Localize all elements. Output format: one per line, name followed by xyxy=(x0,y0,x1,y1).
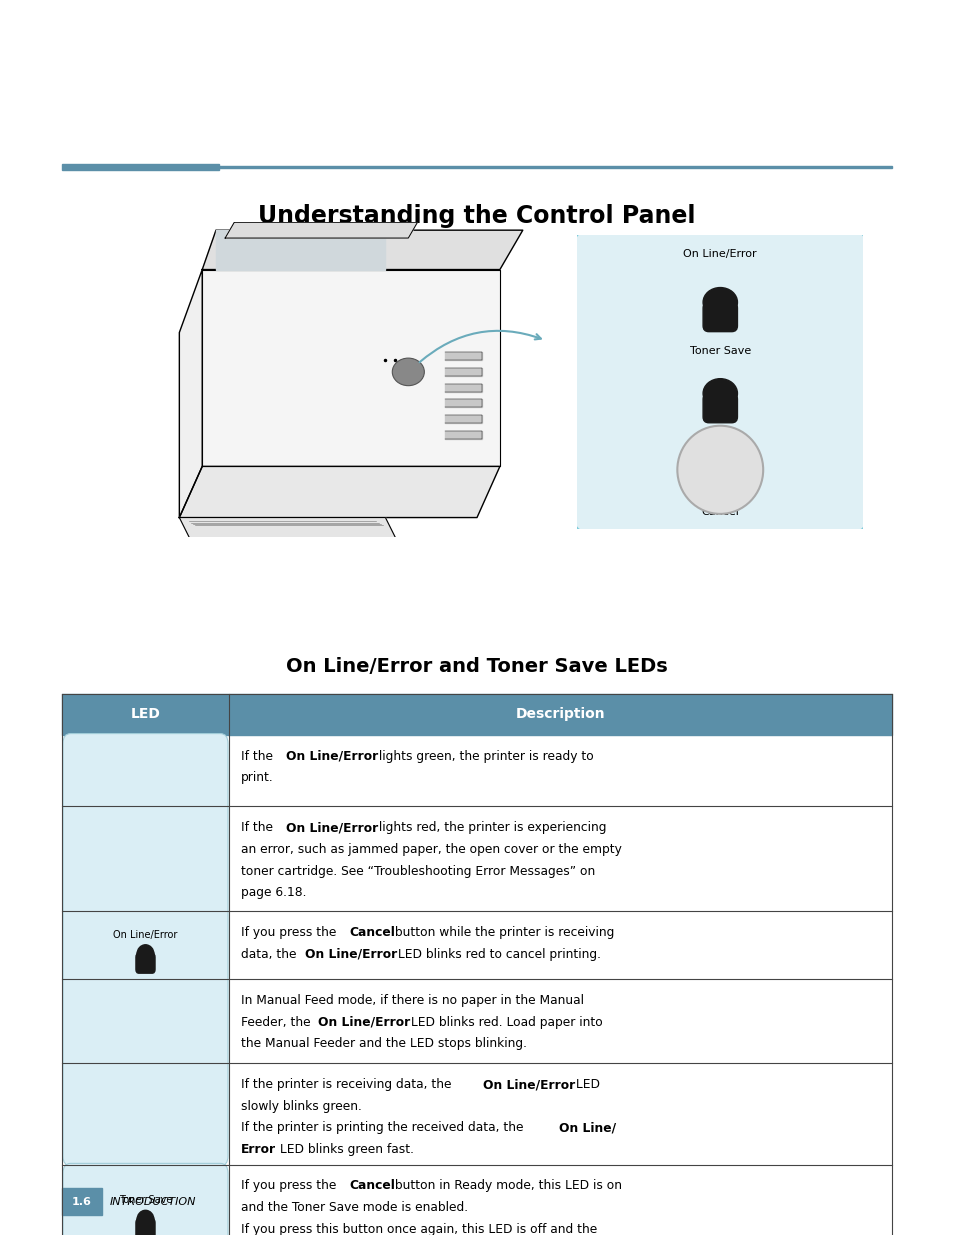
Text: LED: LED xyxy=(131,708,160,721)
Text: If the printer is receiving data, the: If the printer is receiving data, the xyxy=(241,1078,456,1092)
Text: an error, such as jammed paper, the open cover or the empty: an error, such as jammed paper, the open… xyxy=(241,842,621,856)
FancyBboxPatch shape xyxy=(63,1163,228,1235)
FancyBboxPatch shape xyxy=(702,303,737,332)
Bar xyxy=(444,384,481,391)
Text: Cancel: Cancel xyxy=(349,1179,395,1193)
Bar xyxy=(444,399,481,408)
Bar xyxy=(62,164,219,170)
Polygon shape xyxy=(179,269,202,517)
Text: 1.6: 1.6 xyxy=(72,1197,91,1207)
Polygon shape xyxy=(179,467,499,517)
Ellipse shape xyxy=(702,288,737,317)
Text: Toner Save: Toner Save xyxy=(119,1195,172,1205)
Text: On Line/Error: On Line/Error xyxy=(482,1078,575,1092)
FancyBboxPatch shape xyxy=(574,232,865,531)
Text: button in Ready mode, this LED is on: button in Ready mode, this LED is on xyxy=(390,1179,621,1193)
Polygon shape xyxy=(179,517,398,545)
Text: On Line/Error and Toner Save LEDs: On Line/Error and Toner Save LEDs xyxy=(286,657,667,676)
Polygon shape xyxy=(215,230,385,269)
Ellipse shape xyxy=(137,1210,153,1230)
Ellipse shape xyxy=(702,379,737,408)
Circle shape xyxy=(392,358,424,385)
Text: On Line/Error: On Line/Error xyxy=(682,249,757,259)
Bar xyxy=(444,415,481,424)
Text: print.: print. xyxy=(241,771,274,784)
Text: Understanding the Control Panel: Understanding the Control Panel xyxy=(258,204,695,227)
FancyBboxPatch shape xyxy=(135,1219,154,1235)
Text: lights green, the printer is ready to: lights green, the printer is ready to xyxy=(375,750,593,763)
Text: button while the printer is receiving: button while the printer is receiving xyxy=(390,926,614,940)
Text: On Line/Error: On Line/Error xyxy=(286,750,377,763)
Bar xyxy=(62,1188,102,1215)
FancyBboxPatch shape xyxy=(63,734,228,1166)
Polygon shape xyxy=(202,269,499,467)
Text: LED blinks red. Load paper into: LED blinks red. Load paper into xyxy=(406,1015,602,1029)
Text: Cancel: Cancel xyxy=(349,926,395,940)
Polygon shape xyxy=(202,230,522,269)
Text: page 6.18.: page 6.18. xyxy=(241,887,307,899)
Text: and the Toner Save mode is enabled.: and the Toner Save mode is enabled. xyxy=(241,1200,468,1214)
Text: On Line/: On Line/ xyxy=(558,1121,616,1135)
Bar xyxy=(444,368,481,375)
FancyBboxPatch shape xyxy=(135,953,154,973)
Text: In Manual Feed mode, if there is no paper in the Manual: In Manual Feed mode, if there is no pape… xyxy=(241,994,584,1008)
Text: LED blinks green fast.: LED blinks green fast. xyxy=(275,1144,414,1156)
Text: If you press this button once again, this LED is off and the: If you press this button once again, thi… xyxy=(241,1223,597,1235)
Bar xyxy=(444,431,481,438)
Text: Error: Error xyxy=(241,1144,276,1156)
Text: data, the: data, the xyxy=(241,948,300,961)
Text: If the printer is printing the received data, the: If the printer is printing the received … xyxy=(241,1121,527,1135)
Text: slowly blinks green.: slowly blinks green. xyxy=(241,1100,362,1113)
Text: If the: If the xyxy=(241,821,277,835)
Text: Feeder, the: Feeder, the xyxy=(241,1015,314,1029)
Text: Description: Description xyxy=(516,708,604,721)
Text: On Line/Error: On Line/Error xyxy=(305,948,396,961)
Text: INTRODUCTION: INTRODUCTION xyxy=(110,1197,196,1207)
Bar xyxy=(62,694,891,735)
Text: On Line/Error: On Line/Error xyxy=(113,930,177,940)
Text: Cancel: Cancel xyxy=(700,506,739,516)
Text: If you press the: If you press the xyxy=(241,926,340,940)
Text: If the: If the xyxy=(241,750,277,763)
Text: On Line/Error: On Line/Error xyxy=(286,821,377,835)
Text: LED blinks red to cancel printing.: LED blinks red to cancel printing. xyxy=(394,948,600,961)
Circle shape xyxy=(677,426,762,514)
Text: toner cartridge. See “Troubleshooting Error Messages” on: toner cartridge. See “Troubleshooting Er… xyxy=(241,864,595,878)
Text: LED: LED xyxy=(572,1078,599,1092)
Text: the Manual Feeder and the LED stops blinking.: the Manual Feeder and the LED stops blin… xyxy=(241,1037,527,1051)
Bar xyxy=(219,167,891,168)
Polygon shape xyxy=(225,222,417,238)
Text: Toner Save: Toner Save xyxy=(689,346,750,357)
Text: lights red, the printer is experiencing: lights red, the printer is experiencing xyxy=(375,821,606,835)
Bar xyxy=(444,352,481,361)
FancyBboxPatch shape xyxy=(702,394,737,422)
FancyArrowPatch shape xyxy=(419,331,540,362)
Text: If you press the: If you press the xyxy=(241,1179,340,1193)
Text: On Line/Error: On Line/Error xyxy=(317,1015,410,1029)
Ellipse shape xyxy=(137,945,153,965)
